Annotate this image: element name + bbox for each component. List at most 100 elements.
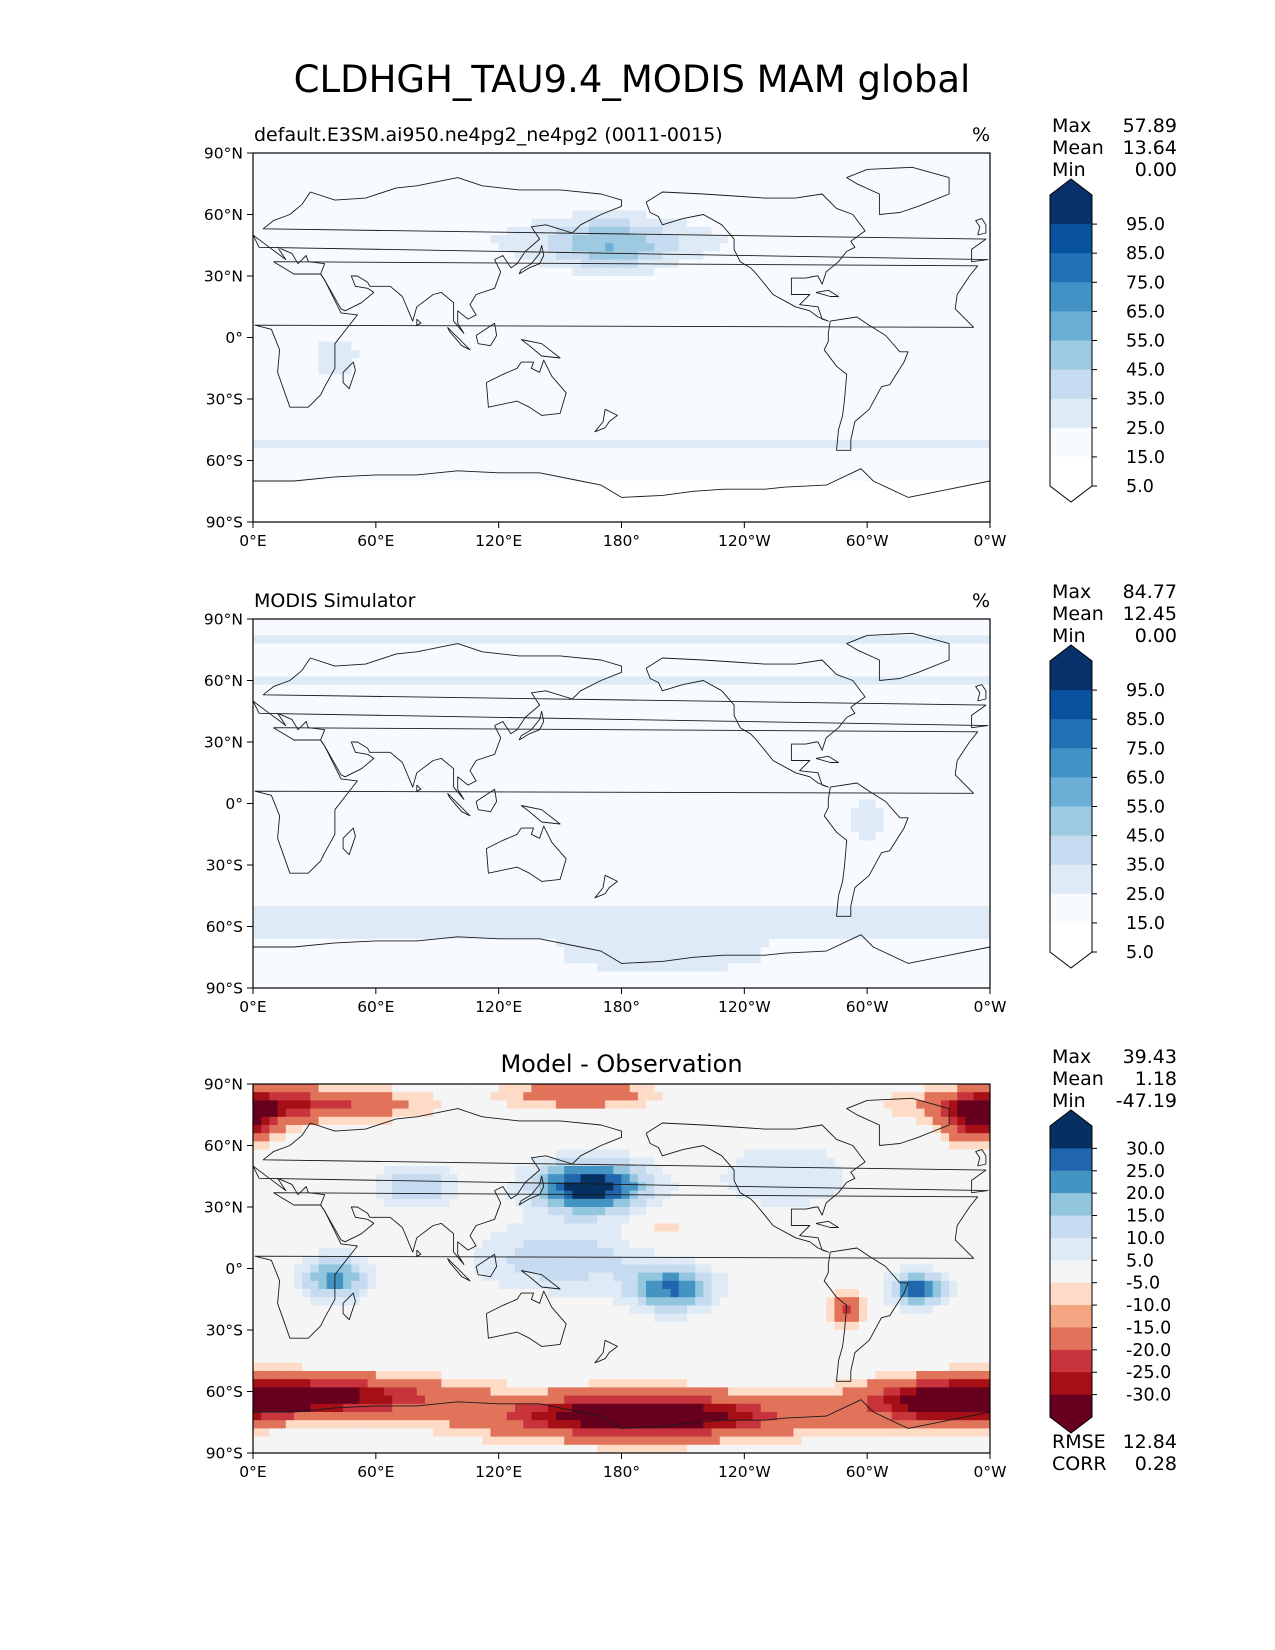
colorbar: 95.0 85.0 75.0 65.0 55.0 45.0 35.0 25.0 15.0 5.0 [1049,644,1165,969]
lon-tick-label: 120°W [718,532,771,550]
colorbar: 30.0 25.020.0 15.010.05.0 -5.0-10.0-15.0 -20… [1049,1109,1171,1434]
colorbar-label: 95.0 [1126,215,1165,235]
lon-tick-label: 0°W [974,532,1007,550]
stat-label: CORR [1052,1453,1107,1475]
stat-label: Min [1052,1090,1086,1112]
colorbar-label: 10.0 [1126,1229,1165,1249]
colorbar-label: 55.0 [1126,798,1165,818]
stat-label: RMSE [1052,1431,1106,1453]
colorbar-label: 35.0 [1126,856,1165,876]
stat-value: 12.84 [1123,1431,1177,1453]
colorbar-label: -15.0 [1126,1318,1171,1338]
lon-tick-label: 120°E [475,998,522,1016]
lon-tick-label: 60°W [846,1463,889,1481]
colorbar-label: 75.0 [1126,739,1165,759]
lon-tick-label: 0°E [239,998,266,1016]
lat-tick-label: 60°N [204,206,243,224]
lat-tick-label: 0° [225,795,243,813]
map-field [253,1084,990,1453]
colorbar-label: 15.0 [1126,914,1165,934]
stat-label: Max [1052,581,1091,603]
lon-tick-label: 60°W [846,532,889,550]
lat-tick-label: 30°S [206,391,243,409]
lat-tick-label: 60°S [206,918,243,936]
panel-units: % [972,590,990,612]
colorbar-label: -5.0 [1126,1274,1160,1294]
lon-tick-label: 60°W [846,998,889,1016]
stat-value: 0.00 [1135,625,1177,647]
lon-tick-label: 180° [603,998,640,1016]
lat-tick-label: 30°N [204,268,243,286]
stat-value: 13.64 [1123,137,1177,159]
panel-title: default.E3SM.ai950.ne4pg2_ne4pg2 (0011-0… [254,124,723,146]
lon-tick-label: 60°E [357,532,394,550]
colorbar-label: 25.0 [1126,419,1165,439]
lon-tick-label: 120°W [718,1463,771,1481]
stat-value: 84.77 [1123,581,1177,603]
coastlines [253,1097,990,1429]
stat-label: Min [1052,159,1086,181]
stat-value: 39.43 [1123,1046,1177,1068]
colorbar-label: 5.0 [1126,1251,1154,1271]
lon-tick-label: 60°E [357,998,394,1016]
stat-label: Max [1052,115,1091,137]
lon-tick-label: 120°W [718,998,771,1016]
figure-title: CLDHGH_TAU9.4_MODIS MAM global [294,58,971,101]
lat-tick-label: 90°S [206,514,243,532]
lat-tick-label: 90°N [204,611,243,629]
stat-value: -47.19 [1116,1090,1177,1112]
colorbar-label: -20.0 [1126,1341,1171,1361]
colorbar-label: 15.0 [1126,1207,1165,1227]
stat-label: Max [1052,1046,1091,1068]
lat-tick-label: 30°S [206,857,243,875]
panels: 90°N60°N30°N0°30°S60°S90°S0°E 60°E 120°E 18… [204,115,1177,1481]
colorbar-label: 20.0 [1126,1184,1165,1204]
panel-units: % [972,124,990,146]
lon-tick-label: 180° [603,532,640,550]
colorbar-label: 30.0 [1126,1139,1165,1159]
lat-tick-label: 60°N [204,672,243,690]
colorbar-label: 65.0 [1126,768,1165,788]
lat-tick-label: 30°N [204,734,243,752]
panel-1: 90°N 60°N 30°N 0° 30°S 60°S 90°S0°E 60°E 120°E 18… [204,115,1177,550]
lon-tick-label: 120°E [475,1463,522,1481]
lat-tick-label: 0° [225,329,243,347]
map-field [253,153,990,522]
lon-tick-label: 120°E [475,532,522,550]
panel-2: 90°N 60°N 30°N 0° 30°S 60°S 90°S0°E 60°E 120°E 18… [204,581,1177,1016]
lat-tick-label: 90°S [206,1445,243,1463]
colorbar-label: -30.0 [1126,1386,1171,1406]
panel-3: 90°N 60°N 30°N 0° 30°S 60°S 90°S0°E 60°E 120°E 18… [204,1046,1177,1481]
lon-tick-label: 0°W [974,1463,1007,1481]
lat-tick-label: 90°N [204,1076,243,1094]
lat-tick-label: 30°S [206,1322,243,1340]
colorbar-label: 85.0 [1126,244,1165,264]
stat-value: 0.28 [1135,1453,1177,1475]
lat-tick-label: 90°N [204,145,243,163]
colorbar-label: 65.0 [1126,302,1165,322]
stat-value: 57.89 [1123,115,1177,137]
colorbar-label: 95.0 [1126,681,1165,701]
lon-tick-label: 0°E [239,532,266,550]
colorbar-label: 45.0 [1126,827,1165,847]
map-field [253,619,990,988]
colorbar-label: 45.0 [1126,361,1165,381]
panel-title: Model - Observation [500,1050,742,1078]
lat-tick-label: 30°N [204,1199,243,1217]
lat-tick-label: 60°S [206,1383,243,1401]
stat-label: Mean [1052,603,1104,625]
stat-value: 1.18 [1135,1068,1177,1090]
lat-tick-label: 60°N [204,1137,243,1155]
panel-title: MODIS Simulator [254,590,416,612]
colorbar-label: 35.0 [1126,390,1165,410]
colorbar-label: 25.0 [1126,1162,1165,1182]
colorbar-label: 75.0 [1126,273,1165,293]
colorbar: 95.0 85.0 75.0 65.0 55.0 45.0 35.0 25.0 15.0 5.0 [1049,178,1165,503]
stat-value: 0.00 [1135,159,1177,181]
stat-value: 12.45 [1123,603,1177,625]
colorbar-label: 85.0 [1126,710,1165,730]
lon-tick-label: 180° [603,1463,640,1481]
stat-label: Mean [1052,137,1104,159]
colorbar-label: 5.0 [1126,477,1154,497]
